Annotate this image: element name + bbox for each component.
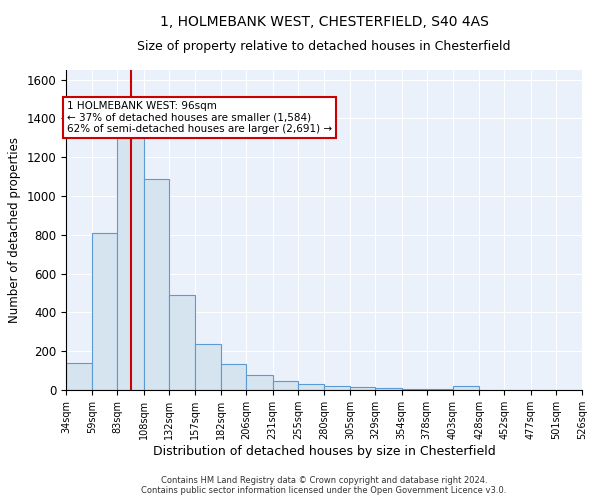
Y-axis label: Number of detached properties: Number of detached properties — [8, 137, 21, 323]
Bar — [324, 386, 350, 390]
Text: Size of property relative to detached houses in Chesterfield: Size of property relative to detached ho… — [137, 40, 511, 53]
Bar — [143, 178, 169, 390]
Bar — [376, 388, 401, 390]
Text: Contains HM Land Registry data © Crown copyright and database right 2024.
Contai: Contains HM Land Registry data © Crown c… — [142, 476, 506, 495]
Bar — [221, 364, 247, 390]
Text: 1 HOLMEBANK WEST: 96sqm
← 37% of detached houses are smaller (1,584)
62% of semi: 1 HOLMEBANK WEST: 96sqm ← 37% of detache… — [67, 101, 332, 134]
Bar — [401, 389, 427, 390]
Bar — [66, 363, 92, 390]
Bar — [169, 295, 195, 390]
Bar — [92, 233, 118, 390]
Bar — [195, 344, 221, 390]
Bar — [272, 382, 298, 390]
Text: 1, HOLMEBANK WEST, CHESTERFIELD, S40 4AS: 1, HOLMEBANK WEST, CHESTERFIELD, S40 4AS — [160, 15, 488, 29]
Bar — [118, 138, 143, 390]
X-axis label: Distribution of detached houses by size in Chesterfield: Distribution of detached houses by size … — [152, 445, 496, 458]
Bar — [350, 387, 376, 390]
Bar — [453, 386, 479, 390]
Bar — [247, 376, 272, 390]
Bar — [298, 384, 324, 390]
Bar — [427, 389, 453, 390]
